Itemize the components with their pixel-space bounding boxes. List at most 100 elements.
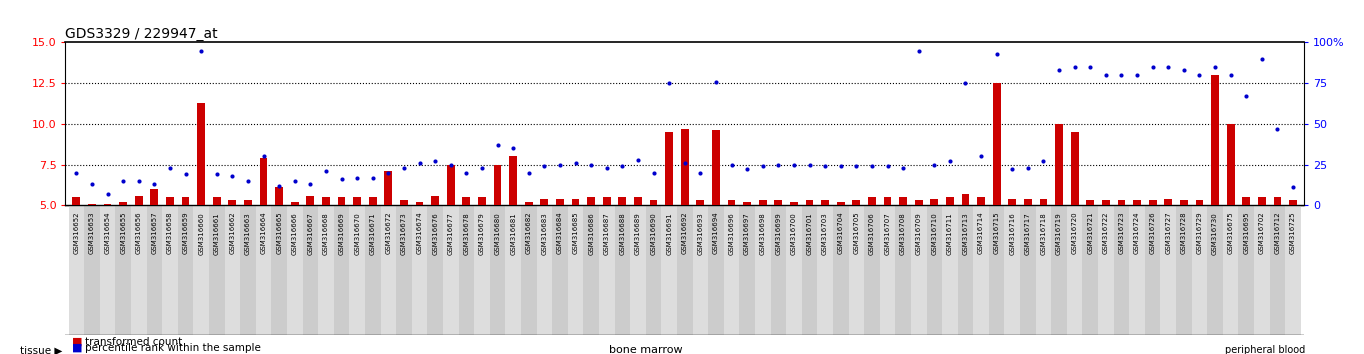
Bar xyxy=(868,197,876,205)
Bar xyxy=(775,200,782,205)
Text: GSM316658: GSM316658 xyxy=(166,212,173,255)
Bar xyxy=(490,205,505,335)
Bar xyxy=(1071,132,1079,205)
Bar xyxy=(318,205,334,335)
Bar xyxy=(662,205,677,335)
Point xyxy=(783,162,805,167)
Bar xyxy=(926,205,943,335)
Bar xyxy=(194,205,209,335)
Text: GSM316693: GSM316693 xyxy=(697,212,704,255)
Point xyxy=(923,162,945,167)
Text: GSM316723: GSM316723 xyxy=(1118,212,1124,255)
Text: GSM316691: GSM316691 xyxy=(666,212,672,255)
Point xyxy=(284,178,306,184)
Point xyxy=(1204,64,1226,70)
Point xyxy=(596,165,618,171)
Text: bone marrow: bone marrow xyxy=(608,346,682,354)
Text: GSM316672: GSM316672 xyxy=(386,212,391,255)
Bar xyxy=(1289,200,1297,205)
Bar xyxy=(930,199,938,205)
Text: GSM316671: GSM316671 xyxy=(370,212,375,255)
Point xyxy=(705,79,727,84)
Point xyxy=(393,165,415,171)
Point xyxy=(1219,72,1241,78)
Bar xyxy=(947,197,953,205)
Bar xyxy=(1098,205,1113,335)
Bar xyxy=(540,199,548,205)
Text: GSM316712: GSM316712 xyxy=(1274,212,1281,255)
Bar xyxy=(166,197,173,205)
Bar xyxy=(567,205,584,335)
Bar xyxy=(209,205,225,335)
Bar xyxy=(693,205,708,335)
Bar xyxy=(618,197,626,205)
Bar xyxy=(974,205,989,335)
Text: GSM316685: GSM316685 xyxy=(573,212,578,255)
Bar xyxy=(786,205,802,335)
Text: GSM316726: GSM316726 xyxy=(1150,212,1155,255)
Bar xyxy=(1052,205,1067,335)
Bar xyxy=(271,205,286,335)
Bar xyxy=(1129,205,1144,335)
Bar xyxy=(1086,200,1094,205)
Bar xyxy=(244,200,252,205)
Text: GSM316721: GSM316721 xyxy=(1087,212,1094,255)
Text: GSM316655: GSM316655 xyxy=(120,212,127,254)
Point xyxy=(674,160,696,166)
Bar xyxy=(1056,124,1063,205)
Bar xyxy=(1211,75,1219,205)
Bar xyxy=(1144,205,1161,335)
Bar xyxy=(385,171,393,205)
Bar xyxy=(943,205,958,335)
Point xyxy=(190,48,211,53)
Bar xyxy=(1148,200,1157,205)
Point xyxy=(160,165,181,171)
Bar xyxy=(1117,200,1125,205)
Text: GSM316716: GSM316716 xyxy=(1009,212,1015,255)
Point xyxy=(252,154,274,159)
Point xyxy=(829,164,851,169)
Text: GSM316652: GSM316652 xyxy=(74,212,79,254)
Bar xyxy=(116,205,131,335)
Point xyxy=(768,162,790,167)
Text: GSM316665: GSM316665 xyxy=(276,212,282,255)
Bar xyxy=(1207,205,1224,335)
Text: ■: ■ xyxy=(72,337,83,347)
Bar xyxy=(836,202,844,205)
Text: GSM316704: GSM316704 xyxy=(837,212,844,255)
Bar xyxy=(240,205,256,335)
Point xyxy=(737,167,758,172)
Point xyxy=(1127,72,1148,78)
Text: GDS3329 / 229947_at: GDS3329 / 229947_at xyxy=(65,28,218,41)
Text: peripheral blood: peripheral blood xyxy=(1225,346,1305,354)
Bar xyxy=(962,194,970,205)
Bar xyxy=(225,205,240,335)
Text: GSM316706: GSM316706 xyxy=(869,212,874,255)
Bar xyxy=(72,197,80,205)
Bar xyxy=(754,205,771,335)
Text: GSM316694: GSM316694 xyxy=(713,212,719,255)
Text: GSM316720: GSM316720 xyxy=(1072,212,1078,255)
Point xyxy=(1236,93,1258,99)
Bar xyxy=(381,205,396,335)
Bar xyxy=(649,200,657,205)
Point xyxy=(1001,167,1023,172)
Bar xyxy=(588,197,595,205)
Point xyxy=(1033,159,1054,164)
Bar xyxy=(645,205,662,335)
Bar xyxy=(758,200,767,205)
Bar xyxy=(1226,124,1234,205)
Text: GSM316730: GSM316730 xyxy=(1213,212,1218,255)
Point xyxy=(361,175,383,181)
Text: GSM316681: GSM316681 xyxy=(510,212,516,255)
Point xyxy=(955,80,977,86)
Bar xyxy=(181,197,190,205)
Point xyxy=(175,172,196,177)
Bar xyxy=(412,205,427,335)
Bar xyxy=(427,205,443,335)
Bar xyxy=(1192,205,1207,335)
Bar xyxy=(443,205,458,335)
Text: GSM316664: GSM316664 xyxy=(261,212,266,255)
Bar xyxy=(1004,205,1020,335)
Bar xyxy=(677,205,693,335)
